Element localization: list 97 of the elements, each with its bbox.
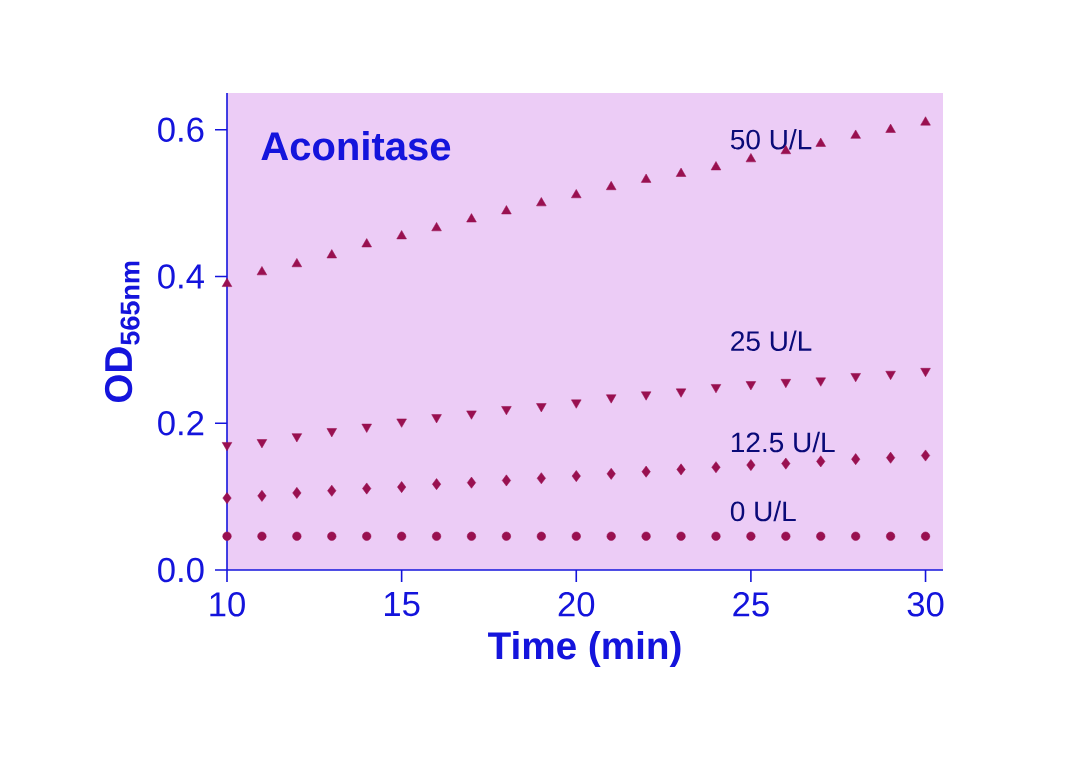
point [710,161,722,171]
point [396,230,407,240]
point [536,531,546,541]
y-tick-label: 0.4 [158,264,204,289]
point [466,213,477,223]
point [675,388,687,398]
point [781,531,791,541]
point [397,481,407,493]
point [920,116,931,126]
point [886,451,896,464]
point [571,189,582,199]
series-label: 25 U/L [731,330,812,351]
point [746,531,756,541]
point [431,222,442,232]
point [571,470,581,482]
series-label: 50 U/L [730,128,812,150]
x-tick-label: 20 [558,592,595,617]
point [815,137,826,147]
point [361,423,372,433]
point [921,531,931,541]
point [606,531,616,541]
point [501,406,512,416]
point [221,277,233,287]
point [536,197,547,207]
point [745,381,757,391]
point [362,482,372,495]
point [466,410,477,420]
point [326,428,337,438]
y-tick-label: 0.6 [158,117,204,142]
point [675,167,687,177]
point [432,531,442,541]
point [501,531,511,541]
point [362,531,372,541]
point [886,531,896,541]
point [815,377,826,387]
point [746,459,756,471]
point [571,531,581,541]
point [222,492,232,504]
y-tick-label: 0.0 [158,557,204,583]
point [257,490,267,502]
point [676,531,686,541]
point [396,418,407,428]
x-tick-label: 15 [384,592,420,617]
point [221,442,233,452]
point [641,465,651,478]
x-axis-title: Time (min) [488,631,681,668]
point [361,238,372,248]
point [641,531,651,541]
point [256,439,268,449]
y-axis-title: OD$_{565nm}$ [104,261,140,403]
point [816,455,826,468]
point [256,266,268,276]
point [571,399,582,409]
point [710,384,722,394]
point [885,370,896,380]
point [606,394,617,404]
point [291,433,302,443]
point [711,461,721,474]
x-tick-label: 25 [733,592,769,617]
point [501,474,511,487]
point [780,379,791,388]
point [466,531,477,541]
text: Aconitase [261,131,451,161]
point [641,391,652,401]
point [536,403,547,413]
point [851,531,861,541]
point [501,205,512,215]
point [606,181,617,190]
point [676,463,686,476]
point [641,173,652,183]
point [850,129,861,139]
point [885,123,896,133]
point [257,531,267,541]
point [920,368,931,377]
point [292,531,302,541]
point [432,478,442,490]
point [850,373,861,383]
point [222,531,232,541]
point [291,258,302,268]
x-tick-label: 10 [210,592,245,617]
x-tick-label: 30 [907,592,944,617]
point [536,472,546,485]
point [606,467,616,480]
point [816,531,826,541]
point [397,531,407,541]
point [781,457,791,470]
series-label: 12.5 U/L [731,431,835,453]
point [327,484,337,497]
point [431,414,442,424]
y-tick-label: 0.2 [158,410,204,436]
point [326,249,337,259]
point [711,531,721,541]
point [327,531,337,541]
point [745,153,757,163]
point [292,487,302,499]
series-label: 0 U/L [730,500,796,522]
point [851,453,861,466]
